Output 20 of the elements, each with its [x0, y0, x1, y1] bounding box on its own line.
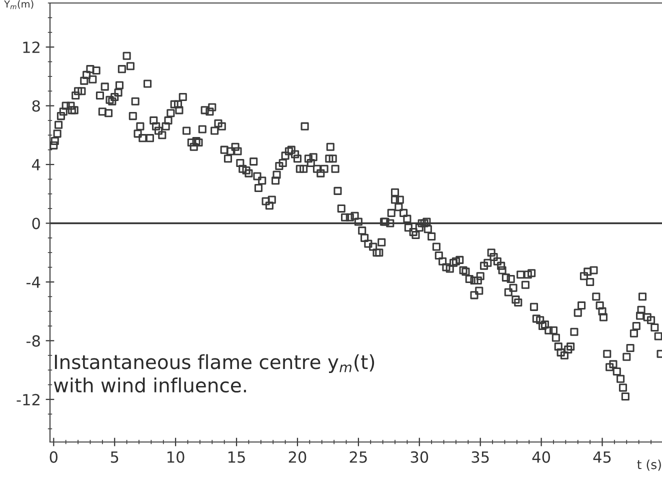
x-tick-label: 5 — [110, 452, 118, 463]
x-tick-label: 25 — [350, 451, 367, 463]
y-tick-label: -12 — [16, 394, 40, 406]
x-tick-label: 10 — [168, 451, 184, 463]
x-tick-label: 45 — [593, 452, 611, 463]
y-tick-label: 4 — [32, 159, 40, 170]
x-tick-label: 35 — [472, 451, 489, 463]
y-tick-label: 8 — [32, 100, 40, 112]
y-axis-title: Y$_{m}$(m) — [4, 0, 34, 10]
y-tick-label: 0 — [32, 218, 40, 230]
x-tick-label: 15 — [228, 452, 245, 463]
x-axis-title: t (s) — [637, 460, 661, 471]
y-tick-label: -8 — [26, 335, 40, 347]
y-tick-label: -4 — [26, 276, 40, 288]
x-tick-label: 30 — [410, 451, 428, 463]
y-tick-label: 12 — [23, 42, 40, 53]
x-tick-label: 20 — [288, 451, 306, 463]
x-tick-label: 0 — [50, 451, 58, 463]
text: Instantaneous flame centre y$_{m}$(t) with wind influence. — [54, 354, 374, 393]
x-tick-label: 40 — [532, 451, 550, 463]
